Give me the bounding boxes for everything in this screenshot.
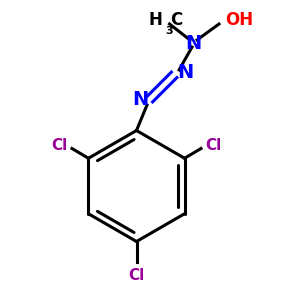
Text: Cl: Cl — [128, 268, 145, 283]
Text: N: N — [185, 34, 202, 53]
Text: N: N — [132, 89, 148, 109]
Text: Cl: Cl — [206, 138, 222, 153]
Text: OH: OH — [225, 11, 253, 29]
Text: C: C — [170, 11, 182, 29]
Text: N: N — [177, 62, 193, 82]
Text: 3: 3 — [165, 26, 172, 35]
Text: H: H — [148, 11, 162, 29]
Text: Cl: Cl — [51, 138, 68, 153]
